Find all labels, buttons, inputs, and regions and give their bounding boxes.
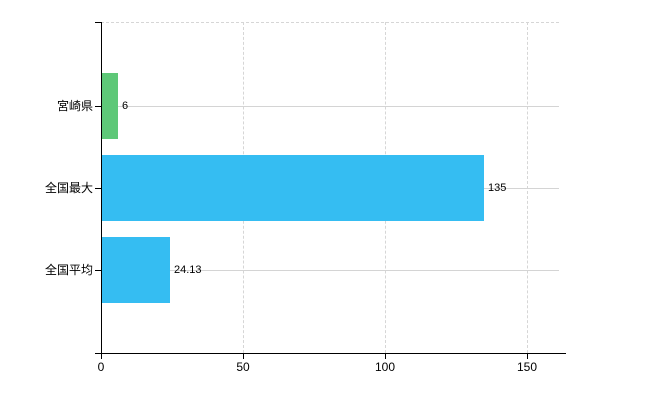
- vertical-gridline: [527, 22, 528, 353]
- y-axis-line: [101, 22, 102, 353]
- x-tick-label: 0: [97, 360, 105, 374]
- value-label: 24.13: [174, 264, 202, 276]
- y-axis-top-tick: [95, 22, 101, 23]
- value-label: 135: [488, 182, 507, 194]
- x-tick-label: 100: [374, 360, 396, 374]
- x-axis-tick: [385, 354, 386, 359]
- x-axis-line: [95, 353, 566, 354]
- horizontal-gridline: [101, 106, 559, 107]
- category-tick: [95, 270, 101, 271]
- x-tick-label: 50: [236, 360, 250, 374]
- value-label: 6: [122, 100, 129, 112]
- category-tick: [95, 188, 101, 189]
- category-tick: [95, 106, 101, 107]
- x-axis-tick: [101, 354, 102, 359]
- bar: [101, 155, 484, 221]
- plot-top-border: [101, 22, 559, 23]
- bar: [101, 73, 118, 139]
- horizontal-gridline: [101, 270, 559, 271]
- category-label: 全国最大: [44, 181, 93, 195]
- category-label: 宮崎県: [56, 99, 93, 113]
- category-label: 全国平均: [44, 263, 93, 277]
- bar: [101, 237, 170, 303]
- x-axis-tick: [527, 354, 528, 359]
- plot-area: 6 135 24.13: [101, 22, 559, 353]
- x-tick-label: 150: [516, 360, 538, 374]
- x-axis-tick: [243, 354, 244, 359]
